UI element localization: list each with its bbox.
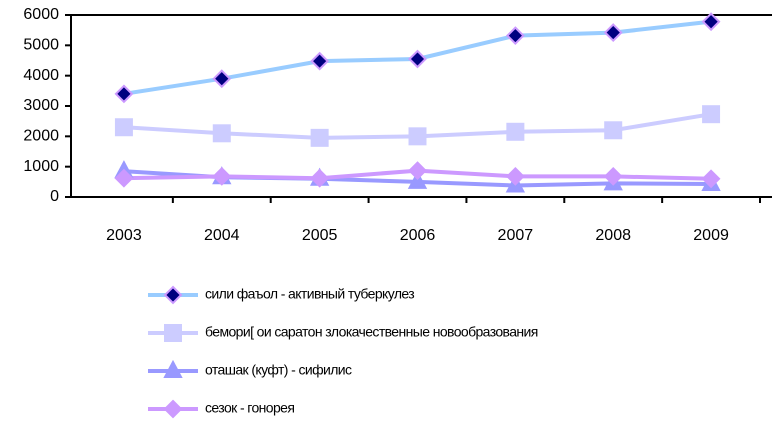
data-point (408, 49, 427, 69)
legend-marker (163, 285, 183, 305)
data-point (603, 166, 623, 186)
data-point (408, 161, 427, 181)
data-point (114, 168, 134, 188)
legend-label: сили фаъол - активный туберкулез (205, 286, 414, 302)
data-point (310, 51, 330, 71)
x-tick-label: 2009 (693, 227, 729, 244)
x-tick-label: 2008 (595, 227, 631, 244)
data-point (505, 26, 525, 46)
x-tick-label: 2006 (400, 227, 436, 244)
x-tick-label: 2005 (302, 227, 338, 244)
y-tick-label: 4000 (23, 67, 59, 84)
data-point (702, 105, 721, 124)
data-point (114, 118, 133, 137)
legend-label: оташак (куфт) - сифилис (205, 362, 352, 378)
y-tick-label: 1000 (23, 158, 59, 175)
x-tick-label: 2004 (204, 227, 240, 244)
data-point (604, 121, 623, 140)
y-tick-label: 2000 (23, 128, 59, 145)
legend-label: сезок - гонорея (205, 400, 294, 416)
data-point (114, 84, 134, 104)
legend-label: бемори[ ои саратон злокачественные новоо… (205, 324, 538, 340)
data-point (407, 170, 428, 189)
y-tick-label: 6000 (23, 6, 59, 23)
data-point (212, 124, 231, 143)
data-point (310, 128, 329, 147)
data-point (603, 23, 623, 43)
data-point (506, 122, 525, 141)
y-tick-label: 0 (50, 188, 59, 205)
data-point (408, 127, 427, 146)
data-point (701, 12, 721, 32)
x-tick-label: 2007 (498, 227, 534, 244)
legend-marker (163, 359, 183, 378)
legend-marker (164, 324, 182, 342)
data-point (212, 166, 232, 186)
legend-marker (163, 399, 183, 419)
data-point (505, 166, 525, 186)
x-tick-label: 2003 (106, 227, 142, 244)
y-tick-label: 3000 (23, 97, 59, 114)
y-tick-label: 5000 (23, 37, 59, 54)
data-point (310, 168, 330, 188)
data-point (212, 69, 232, 89)
data-point (701, 169, 721, 189)
